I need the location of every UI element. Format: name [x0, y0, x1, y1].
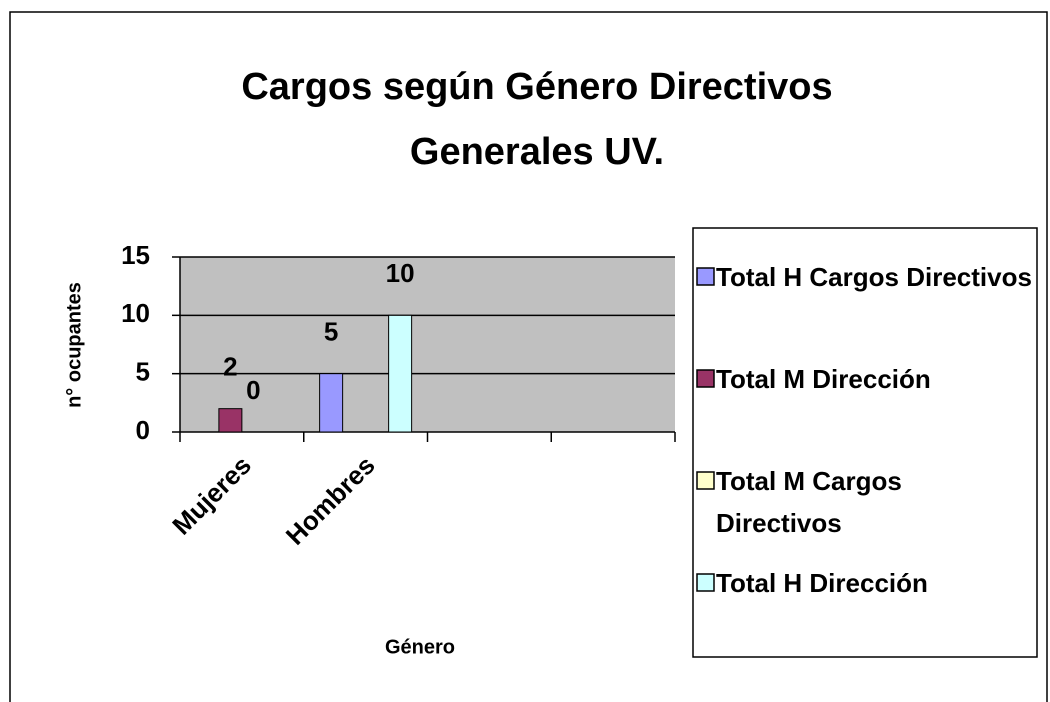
y-tick-label: 5	[136, 357, 150, 387]
chart-title: Cargos según Género Directivos Generales…	[241, 66, 833, 173]
legend-label: Total M Dirección	[716, 364, 931, 394]
legend-label: Total H Dirección	[716, 568, 928, 598]
legend-swatch	[696, 267, 715, 286]
x-tick-label: Mujeres	[166, 450, 257, 541]
legend-label: Total H Cargos Directivos	[716, 262, 1032, 292]
legend-swatch	[696, 471, 715, 490]
data-label: 0	[246, 375, 260, 405]
legend-box	[692, 227, 1038, 658]
x-axis-label: Género	[385, 636, 455, 658]
x-tick-label: Hombres	[280, 450, 381, 551]
legend-swatch	[696, 369, 715, 388]
bar	[319, 373, 344, 433]
chart-frame	[9, 11, 1048, 702]
data-label: 2	[223, 352, 237, 382]
plot-area	[180, 257, 675, 432]
bar	[218, 408, 243, 433]
y-axis-label: n° ocupantes	[63, 282, 85, 408]
legend-label: Total M Cargos Directivos	[716, 466, 902, 538]
y-tick-label: 10	[121, 298, 150, 328]
y-tick-label: 0	[136, 415, 150, 445]
y-tick-label: 15	[121, 240, 150, 270]
data-label: 10	[386, 258, 415, 288]
legend-swatch	[696, 573, 715, 592]
data-label: 5	[324, 317, 338, 347]
bar	[388, 314, 413, 433]
